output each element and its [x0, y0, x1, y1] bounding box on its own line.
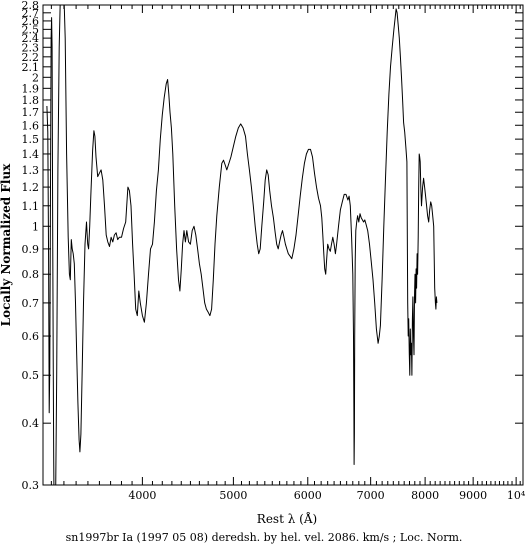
y-tick-label: 2.8 — [22, 0, 40, 12]
y-tick-label: 1.8 — [22, 94, 40, 107]
chart-caption: sn1997br Ia (1997 05 08) deredsh. by hel… — [66, 531, 463, 544]
y-tick-label: 1.2 — [22, 181, 40, 194]
x-tick-label: 9000 — [459, 489, 487, 502]
y-axis-label: Locally Normalized Flux — [0, 163, 13, 326]
x-tick-label: 6000 — [294, 489, 322, 502]
x-tick-label: 10⁴ — [507, 489, 526, 502]
x-tick-labels: 4000 5000 6000 7000 8000 9000 10⁴ — [128, 489, 526, 502]
y-tick-label: 2.2 — [22, 51, 40, 64]
y-tick-label: 0.4 — [22, 417, 40, 430]
y-tick-label: 1.6 — [22, 119, 40, 132]
y-tick-label: 2.5 — [22, 23, 40, 36]
y-tick-labels: 0.3 0.4 0.5 0.6 0.7 0.8 0.9 1 1.1 1.2 1.3 1.4 1.51.6… — [22, 0, 40, 492]
x-tick-label: 8000 — [411, 489, 439, 502]
y-tick-label: 0.9 — [22, 243, 40, 256]
plot-frame — [42, 4, 524, 486]
y-tick-label: 1 — [32, 220, 39, 233]
y-tick-label: 0.8 — [22, 268, 40, 281]
y-tick-label: 2.4 — [22, 32, 40, 45]
y-tick-label: 1.9 — [22, 82, 40, 95]
y-tick-label: 0.6 — [22, 330, 40, 343]
y-tick-label: 1.3 — [22, 164, 40, 177]
x-tick-label: 4000 — [128, 489, 156, 502]
spectrum-line — [46, 5, 438, 485]
y-tick-label: 2 — [32, 71, 39, 84]
x-tick-label: 7000 — [357, 489, 385, 502]
y-tick-label: 2.6 — [22, 15, 40, 28]
x-tick-label: 5000 — [219, 489, 247, 502]
y-tick-label: 2.7 — [22, 7, 40, 20]
y-tick-label: 1.7 — [22, 106, 40, 119]
x-axis-label: Rest λ (Å) — [257, 511, 317, 526]
tick-marks — [43, 4, 523, 486]
y-tick-label: 0.3 — [22, 479, 40, 492]
y-tick-label: 1.4 — [22, 148, 40, 161]
y-tick-label: 2.1 — [22, 61, 40, 74]
y-tick-label: 2.3 — [22, 41, 40, 54]
y-tick-label: 1.5 — [22, 133, 40, 146]
y-tick-label: 0.5 — [22, 369, 40, 382]
y-tick-label: 1.1 — [22, 200, 40, 213]
series-group — [46, 5, 438, 485]
y-tick-label: 0.7 — [22, 297, 40, 310]
